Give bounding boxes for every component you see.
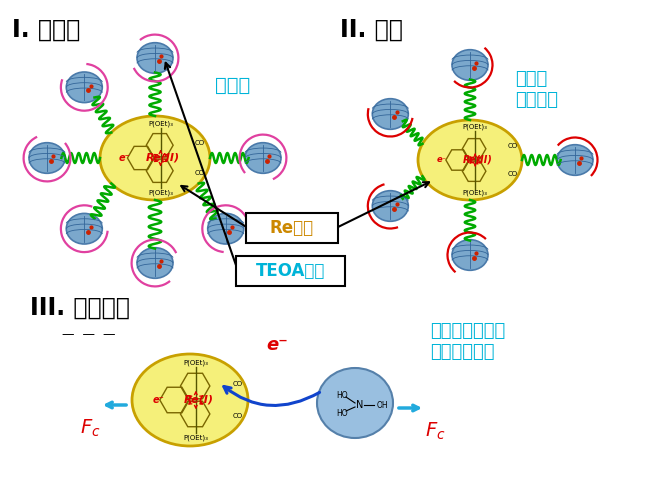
Text: CO: CO xyxy=(508,171,517,177)
Text: P(OEt)₃: P(OEt)₃ xyxy=(183,359,208,366)
Text: e⁻: e⁻ xyxy=(152,395,164,405)
Text: —  —  —: — — — xyxy=(62,328,116,341)
Text: Re錯体: Re錯体 xyxy=(270,219,314,237)
Text: HO: HO xyxy=(336,408,348,418)
Text: CO: CO xyxy=(508,143,517,149)
Text: P(OEt)₃: P(OEt)₃ xyxy=(463,124,488,130)
Text: P(OEt)₃: P(OEt)₃ xyxy=(463,189,488,196)
Text: 冷える: 冷える xyxy=(215,76,250,95)
Text: III. 電荷移動: III. 電荷移動 xyxy=(30,296,130,320)
Text: CO: CO xyxy=(195,170,205,176)
Ellipse shape xyxy=(317,368,393,438)
Text: e⁻: e⁻ xyxy=(266,336,289,354)
Text: CO: CO xyxy=(233,381,242,387)
Ellipse shape xyxy=(418,120,522,200)
Text: I. 熱緩和: I. 熱緩和 xyxy=(12,18,80,42)
Ellipse shape xyxy=(452,240,488,270)
Ellipse shape xyxy=(372,99,408,129)
Ellipse shape xyxy=(245,142,281,173)
Text: P(OEt)₃: P(OEt)₃ xyxy=(148,189,173,196)
FancyBboxPatch shape xyxy=(236,256,345,286)
FancyBboxPatch shape xyxy=(246,213,338,243)
Text: P(OEt)₃: P(OEt)₃ xyxy=(148,121,173,127)
Ellipse shape xyxy=(29,142,65,173)
Ellipse shape xyxy=(137,248,173,278)
Text: e⁻: e⁻ xyxy=(436,156,447,164)
Text: クーロン反発に
より遠ざかる: クーロン反発に より遠ざかる xyxy=(430,322,505,361)
Text: Re(I): Re(I) xyxy=(184,395,214,405)
Text: e⁻: e⁻ xyxy=(119,153,131,163)
Text: II. 回転: II. 回転 xyxy=(340,18,403,42)
Text: Re(II): Re(II) xyxy=(146,153,180,163)
Ellipse shape xyxy=(66,213,102,244)
FancyArrowPatch shape xyxy=(224,386,320,406)
Text: OH: OH xyxy=(376,401,388,409)
Text: $F_c$: $F_c$ xyxy=(80,417,100,439)
Ellipse shape xyxy=(557,145,593,175)
Ellipse shape xyxy=(66,72,102,102)
Text: 距離が
短くなる: 距離が 短くなる xyxy=(515,70,558,109)
Ellipse shape xyxy=(372,191,408,221)
Text: N: N xyxy=(356,400,364,410)
Text: Re(II): Re(II) xyxy=(463,155,493,165)
Text: TEOA分子: TEOA分子 xyxy=(256,262,325,280)
Ellipse shape xyxy=(452,50,488,81)
Text: $F_c$: $F_c$ xyxy=(424,420,445,442)
Ellipse shape xyxy=(132,354,248,446)
Text: CO: CO xyxy=(195,141,205,146)
Text: P(OEt)₃: P(OEt)₃ xyxy=(183,434,208,441)
Ellipse shape xyxy=(208,213,244,244)
Ellipse shape xyxy=(137,42,173,73)
Text: HO: HO xyxy=(336,390,348,400)
Text: CO: CO xyxy=(233,413,242,419)
Ellipse shape xyxy=(100,116,210,200)
